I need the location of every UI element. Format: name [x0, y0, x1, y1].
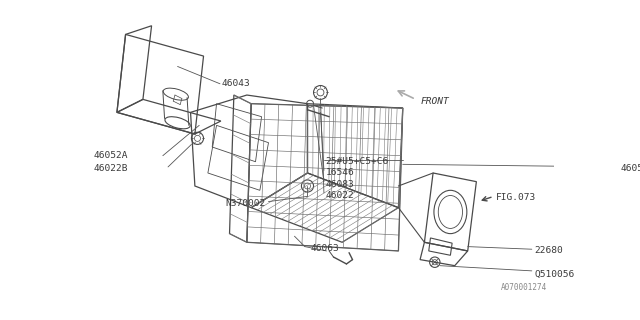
- Text: 22680: 22680: [534, 246, 563, 255]
- Text: Q510056: Q510056: [534, 270, 575, 279]
- Text: N370002: N370002: [225, 199, 266, 208]
- Text: A070001274: A070001274: [501, 283, 547, 292]
- Text: 16546: 16546: [326, 169, 355, 178]
- Text: 46052A: 46052A: [93, 151, 128, 160]
- Text: FRONT: FRONT: [420, 97, 449, 106]
- Text: 46052: 46052: [620, 164, 640, 173]
- Text: FIG.073: FIG.073: [496, 193, 536, 202]
- Text: 46083: 46083: [326, 180, 355, 189]
- Text: 25#U5+C5+C6: 25#U5+C5+C6: [326, 157, 389, 166]
- Text: 46022B: 46022B: [93, 164, 128, 173]
- Text: 46022: 46022: [326, 191, 355, 200]
- Text: 46063: 46063: [310, 244, 339, 253]
- Text: 46043: 46043: [221, 79, 250, 88]
